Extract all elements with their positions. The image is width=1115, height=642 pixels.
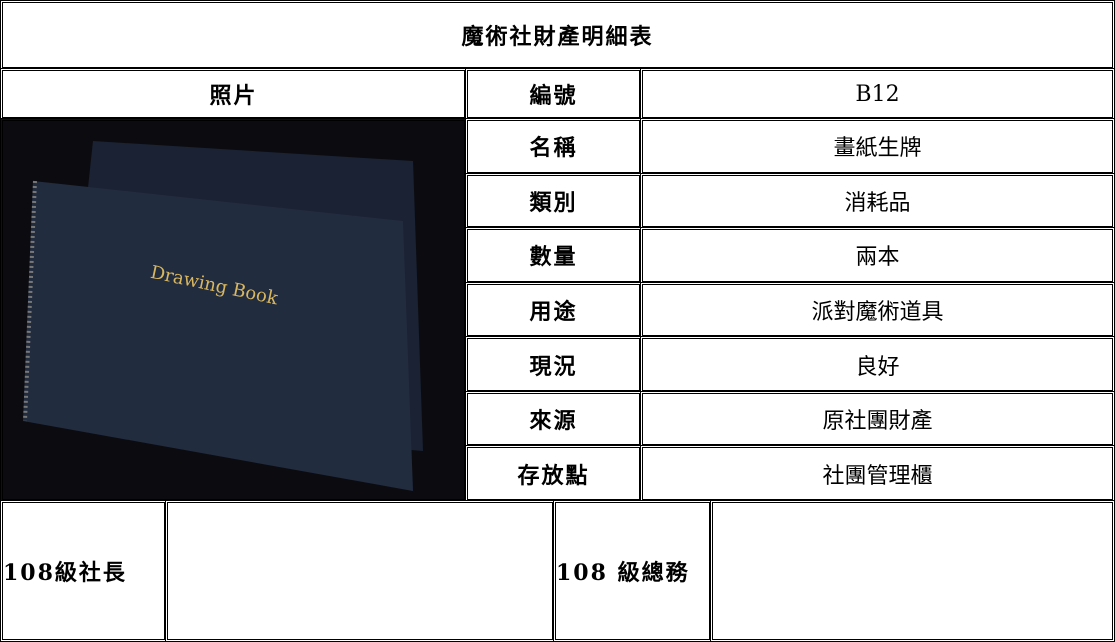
field-label: 存放點 xyxy=(465,445,642,502)
photo-header: 照片 xyxy=(0,68,467,120)
field-value: 原社團財產 xyxy=(640,390,1115,448)
photo-image: Drawing Book xyxy=(3,121,464,499)
signature-box xyxy=(165,500,555,642)
field-value: B12 xyxy=(640,68,1115,120)
spiral xyxy=(23,180,37,422)
field-label: 來源 xyxy=(465,390,642,448)
field-value: 畫紙生牌 xyxy=(640,118,1115,175)
photo: Drawing Book xyxy=(0,118,467,502)
sheet-title: 魔術社財產明細表 xyxy=(0,0,1115,70)
field-value: 派對魔術道具 xyxy=(640,281,1115,339)
field-value: 良好 xyxy=(640,336,1115,393)
signature-label: 108級社長 xyxy=(0,500,167,642)
signature-label: 108 級總務 xyxy=(553,500,712,642)
field-label: 用途 xyxy=(465,281,642,339)
field-value: 消耗品 xyxy=(640,172,1115,230)
field-label: 編號 xyxy=(465,68,642,120)
field-label: 數量 xyxy=(465,227,642,284)
field-label: 名稱 xyxy=(465,118,642,175)
field-value: 社團管理櫃 xyxy=(640,445,1115,502)
field-value: 兩本 xyxy=(640,227,1115,284)
signature-box xyxy=(710,500,1115,642)
field-label: 現況 xyxy=(465,336,642,393)
front-book xyxy=(23,181,413,491)
field-label: 類別 xyxy=(465,172,642,230)
